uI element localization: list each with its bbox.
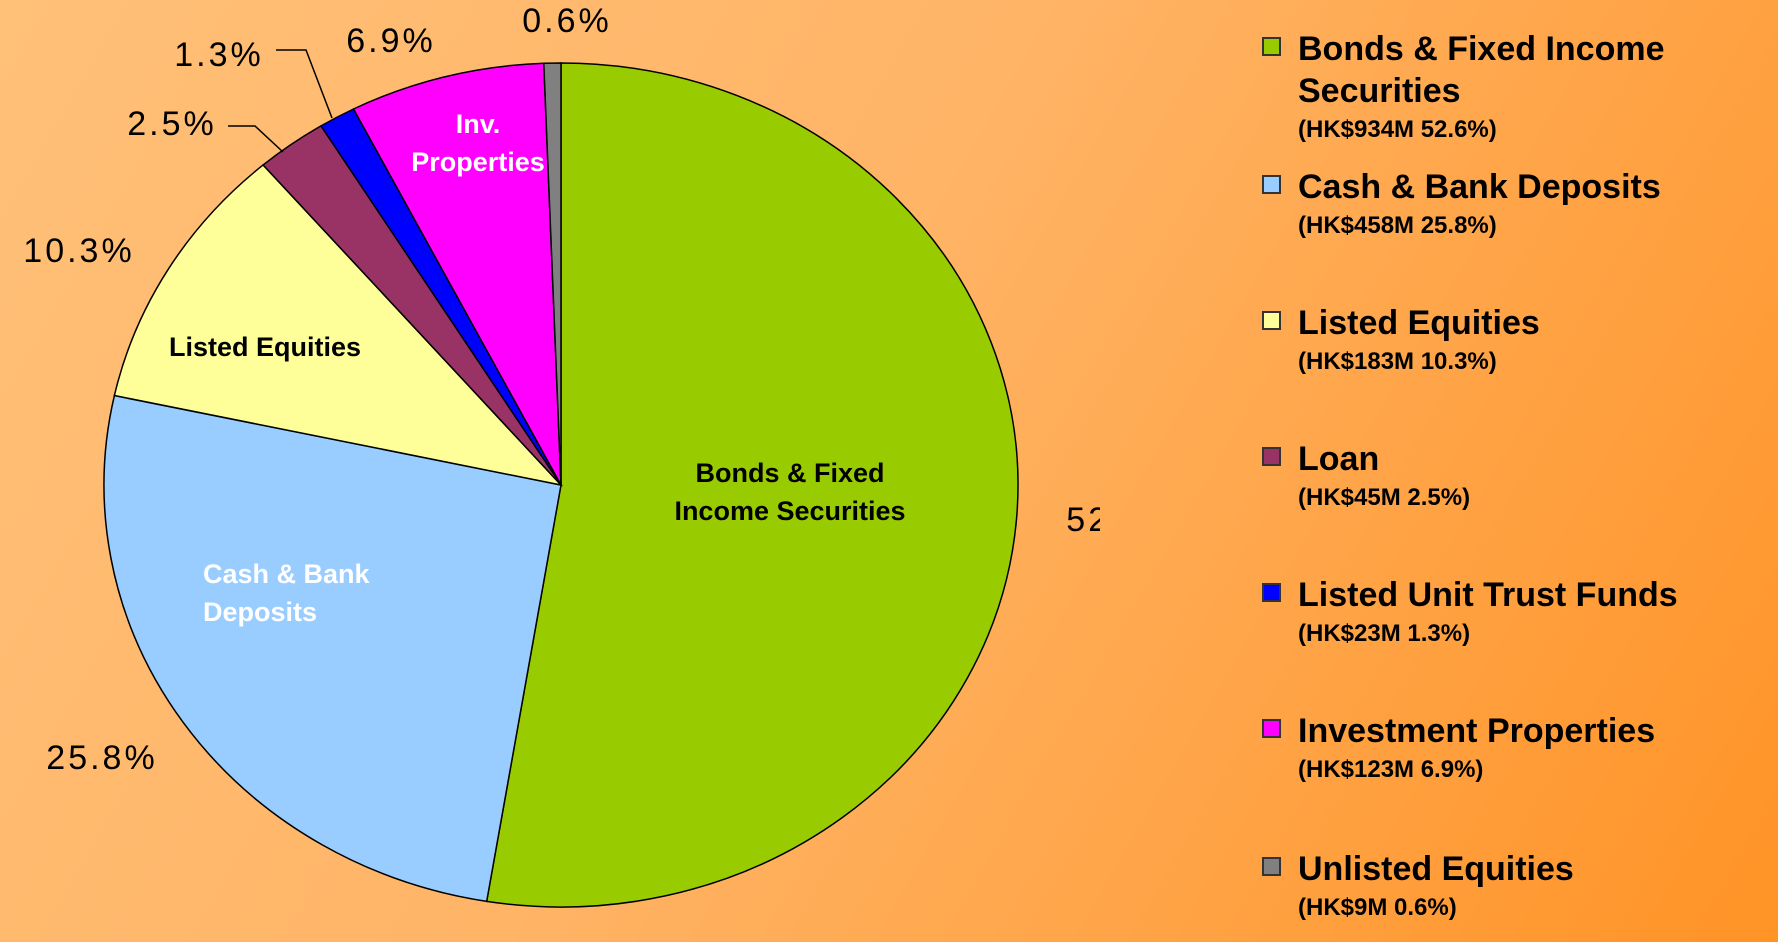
legend-name: Bonds & Fixed Income Securities bbox=[1298, 30, 1665, 110]
legend-name: Unlisted Equities bbox=[1298, 850, 1574, 888]
legend-detail: (HK$934M 52.6%) bbox=[1298, 116, 1497, 143]
legend-item: Unlisted Equities (HK$9M 0.6%) bbox=[1262, 848, 1772, 926]
legend-detail: (HK$9M 0.6%) bbox=[1298, 894, 1457, 921]
legend-name: Listed Unit Trust Funds bbox=[1298, 576, 1678, 614]
legend-detail: (HK$183M 10.3%) bbox=[1298, 348, 1497, 375]
slice-label: Income Securities bbox=[674, 496, 905, 526]
legend-name: Listed Equities bbox=[1298, 304, 1540, 342]
slice-label: Properties bbox=[411, 147, 545, 177]
legend-swatch bbox=[1262, 583, 1281, 602]
pie-slice bbox=[485, 62, 1019, 908]
legend-item: Loan (HK$45M 2.5%) bbox=[1262, 438, 1772, 516]
legend-swatch bbox=[1262, 719, 1281, 738]
legend-detail: (HK$23M 1.3%) bbox=[1298, 620, 1471, 647]
slice-label: Listed Equities bbox=[169, 332, 361, 362]
pie-slice bbox=[352, 62, 562, 486]
legend-swatch bbox=[1262, 175, 1281, 194]
percent-label: 1.3% bbox=[174, 36, 264, 74]
legend-name: Investment Properties bbox=[1298, 712, 1656, 750]
legend-detail: (HK$45M 2.5%) bbox=[1298, 484, 1471, 511]
pie-slice bbox=[542, 62, 562, 486]
percent-label: 6.9% bbox=[346, 22, 436, 60]
legend-item: Cash & Bank Deposits (HK$458M 25.8%) bbox=[1262, 166, 1772, 244]
legend-item: Bonds & Fixed Income Securities (HK$934M … bbox=[1262, 28, 1772, 148]
legend-swatch bbox=[1262, 447, 1281, 466]
legend-item: Investment Properties (HK$123M 6.9%) bbox=[1262, 710, 1772, 788]
leader-line bbox=[228, 125, 284, 153]
legend-swatch bbox=[1262, 37, 1281, 56]
legend-detail: (HK$458M 25.8%) bbox=[1298, 212, 1497, 239]
pie-slice bbox=[103, 394, 562, 903]
slice-label: Bonds & Fixed bbox=[695, 458, 884, 488]
legend-swatch bbox=[1262, 857, 1281, 876]
legend-item: Listed Unit Trust Funds (HK$23M 1.3%) bbox=[1262, 574, 1772, 652]
percent-label: 25.8% bbox=[46, 739, 157, 777]
legend-name: Loan bbox=[1298, 440, 1380, 478]
percent-label: 0.6% bbox=[522, 2, 612, 40]
leader-line bbox=[276, 49, 333, 119]
percent-label: 2.5% bbox=[127, 105, 217, 143]
legend-name: Cash & Bank Deposits bbox=[1298, 168, 1661, 206]
percent-label: 10.3% bbox=[23, 232, 134, 270]
slice-label: Deposits bbox=[203, 597, 317, 627]
legend-item: Listed Equities (HK$183M 10.3%) bbox=[1262, 302, 1772, 380]
chart: 52.6% 25.8% 10.3% 2.5% 1.3% 6.9% 0.6% Bonds & F… bbox=[23, 2, 1100, 908]
slice-label: Inv. bbox=[456, 109, 501, 139]
slice-label: Cash & Bank bbox=[203, 559, 371, 589]
legend-swatch bbox=[1262, 311, 1281, 330]
legend-detail: (HK$123M 6.9%) bbox=[1298, 756, 1484, 783]
percent-label: 52.6% bbox=[1066, 501, 1100, 539]
pie-slice bbox=[113, 163, 564, 487]
